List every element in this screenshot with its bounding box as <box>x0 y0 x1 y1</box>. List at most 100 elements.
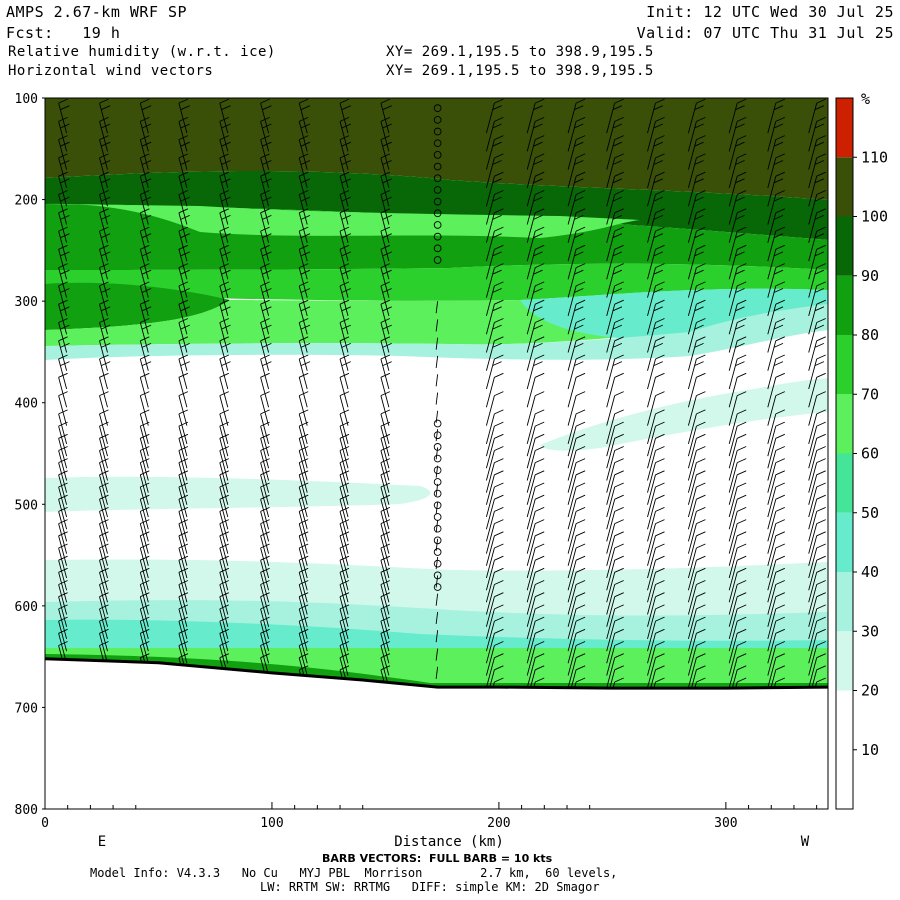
wind-barb <box>526 433 545 469</box>
wind-barb <box>767 421 785 457</box>
colorbar-swatch <box>836 690 853 750</box>
wind-barb <box>485 433 504 469</box>
wind-barb <box>647 281 665 317</box>
wind-barb <box>728 446 747 481</box>
wind-barb <box>808 567 826 603</box>
wind-barb <box>767 567 785 603</box>
wind-barb-shaft <box>435 557 439 570</box>
wind-barb <box>526 135 545 170</box>
wind-barb <box>298 433 309 469</box>
wind-barb <box>219 208 231 243</box>
wind-barb <box>139 135 152 170</box>
wind-barb <box>58 616 68 652</box>
wind-barb <box>485 263 504 298</box>
wind-barb <box>339 641 350 676</box>
y-tick-label: 200 <box>15 194 38 209</box>
wind-barb <box>687 665 706 689</box>
wind-barb <box>767 208 785 243</box>
wind-barb <box>260 580 270 615</box>
wind-barb <box>298 641 309 676</box>
wind-barb <box>728 244 747 280</box>
wind-barb <box>339 226 351 262</box>
wind-barb-shaft <box>435 611 439 625</box>
wind-barb <box>339 519 350 554</box>
wind-barb <box>298 531 309 566</box>
wind-barb <box>526 580 545 615</box>
wind-barb-shaft <box>435 465 439 478</box>
wind-barb <box>339 190 351 225</box>
wind-barb <box>298 244 311 280</box>
colorbar-swatch <box>836 749 853 809</box>
wind-barb <box>260 531 270 566</box>
wind-barb <box>139 458 150 493</box>
wind-barb <box>58 244 70 280</box>
wind-barb <box>567 567 586 603</box>
wind-barb <box>687 494 706 530</box>
wind-barb <box>606 190 624 225</box>
calm-wind-circle <box>433 244 442 253</box>
wind-barb <box>767 372 785 408</box>
wind-barb <box>380 281 392 317</box>
colorbar-label: 110 <box>861 148 888 166</box>
wind-barb <box>58 567 68 603</box>
wind-barb <box>485 665 504 689</box>
wind-barb <box>380 409 391 445</box>
barb-column <box>767 98 785 689</box>
wind-barb <box>526 281 545 317</box>
wind-barb <box>219 482 229 518</box>
wind-barb <box>767 391 785 426</box>
wind-barb <box>178 555 189 591</box>
wind-barb <box>647 506 665 542</box>
wind-barb <box>485 318 504 353</box>
wind-barb <box>567 628 586 664</box>
wind-barb <box>58 458 68 493</box>
wind-barb <box>219 336 231 371</box>
wind-barb <box>567 318 586 353</box>
wind-barb <box>606 506 624 542</box>
wind-barb <box>687 531 706 566</box>
wind-barb <box>219 171 231 207</box>
wind-barb <box>178 543 189 579</box>
wind-barb <box>139 519 150 554</box>
wind-barb <box>687 519 706 554</box>
rh-region-above-100 <box>45 98 828 200</box>
wind-barb <box>380 470 391 505</box>
wind-barb <box>139 336 152 371</box>
wind-barb <box>808 616 826 652</box>
calm-wind-circle <box>433 221 442 229</box>
wind-barb-shaft <box>435 319 439 332</box>
calm-wind-circle <box>433 513 442 521</box>
wind-barb <box>647 628 665 664</box>
colorbar-swatch <box>836 335 853 395</box>
wind-barb <box>485 494 504 530</box>
wind-barb <box>139 299 152 335</box>
wind-barb <box>567 506 586 542</box>
wind-barb <box>767 665 785 689</box>
wind-barb <box>647 641 665 676</box>
rh-region-40-50 <box>45 304 828 360</box>
wind-barb <box>380 555 391 591</box>
wind-barb <box>219 116 231 152</box>
wind-barb <box>219 263 231 298</box>
wind-barb <box>526 677 545 689</box>
wind-barb <box>260 263 272 298</box>
wind-barb <box>178 391 189 426</box>
colorbar-label: 80 <box>861 326 879 344</box>
wind-barb <box>647 433 665 469</box>
wind-barb <box>767 641 785 676</box>
wind-barb <box>219 98 231 134</box>
wind-barb <box>808 135 826 170</box>
barb-column <box>260 98 272 688</box>
wind-barb <box>808 190 826 225</box>
wind-barb <box>567 208 586 243</box>
wind-barb <box>567 135 586 170</box>
wind-barb <box>647 208 665 243</box>
wind-barb <box>687 116 706 152</box>
wind-barb <box>687 653 706 688</box>
wind-barb <box>99 616 109 652</box>
wind-barb <box>647 391 665 426</box>
wind-barb <box>647 336 665 371</box>
wind-barb <box>298 543 309 579</box>
wind-barb <box>647 677 665 689</box>
